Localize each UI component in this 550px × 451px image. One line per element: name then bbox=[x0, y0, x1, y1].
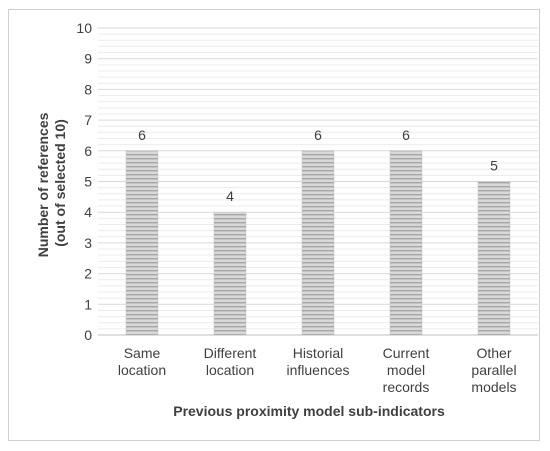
bar bbox=[213, 211, 247, 336]
data-label: 5 bbox=[490, 158, 498, 174]
data-labels: 6 4 6 6 5 bbox=[138, 127, 498, 204]
bar bbox=[125, 150, 159, 336]
y-tick-label: 6 bbox=[84, 143, 92, 159]
x-category-label: Historial influences bbox=[286, 345, 349, 378]
data-label: 6 bbox=[402, 127, 410, 143]
y-tick-label: 5 bbox=[84, 174, 92, 190]
chart-frame bbox=[8, 9, 540, 441]
data-label: 6 bbox=[138, 127, 146, 143]
x-category-label: Other parallel models bbox=[471, 345, 516, 395]
y-axis-title: Number of references (out of selected 10… bbox=[35, 109, 68, 258]
bar bbox=[301, 150, 335, 336]
y-tick-label: 8 bbox=[84, 81, 92, 97]
y-tick-label: 3 bbox=[84, 235, 92, 251]
y-tick-label: 9 bbox=[84, 51, 92, 67]
bar bbox=[477, 181, 511, 336]
y-tick-label: 4 bbox=[84, 204, 92, 220]
y-axis-ticks: 0 1 2 3 4 5 6 7 8 9 10 bbox=[76, 20, 92, 343]
data-label: 4 bbox=[226, 188, 234, 204]
y-tick-label: 7 bbox=[84, 112, 92, 128]
x-category-label: Different location bbox=[204, 345, 257, 378]
x-category-label: Current model records bbox=[383, 345, 430, 395]
y-tick-label: 2 bbox=[84, 266, 92, 282]
x-category-label: Same location bbox=[118, 345, 166, 378]
x-axis-title: Previous proximity model sub-indicators bbox=[173, 403, 445, 419]
y-axis-title-line-2: (out of selected 10) bbox=[52, 119, 68, 247]
bar bbox=[389, 150, 423, 336]
y-axis-title-line-1: Number of references bbox=[35, 112, 51, 257]
y-tick-label: 1 bbox=[84, 296, 92, 312]
y-tick-label: 0 bbox=[84, 327, 92, 343]
bars bbox=[125, 150, 511, 336]
x-axis-categories: Same location Different location Historial in… bbox=[118, 345, 517, 395]
y-tick-label: 10 bbox=[76, 20, 92, 36]
data-label: 6 bbox=[314, 127, 322, 143]
